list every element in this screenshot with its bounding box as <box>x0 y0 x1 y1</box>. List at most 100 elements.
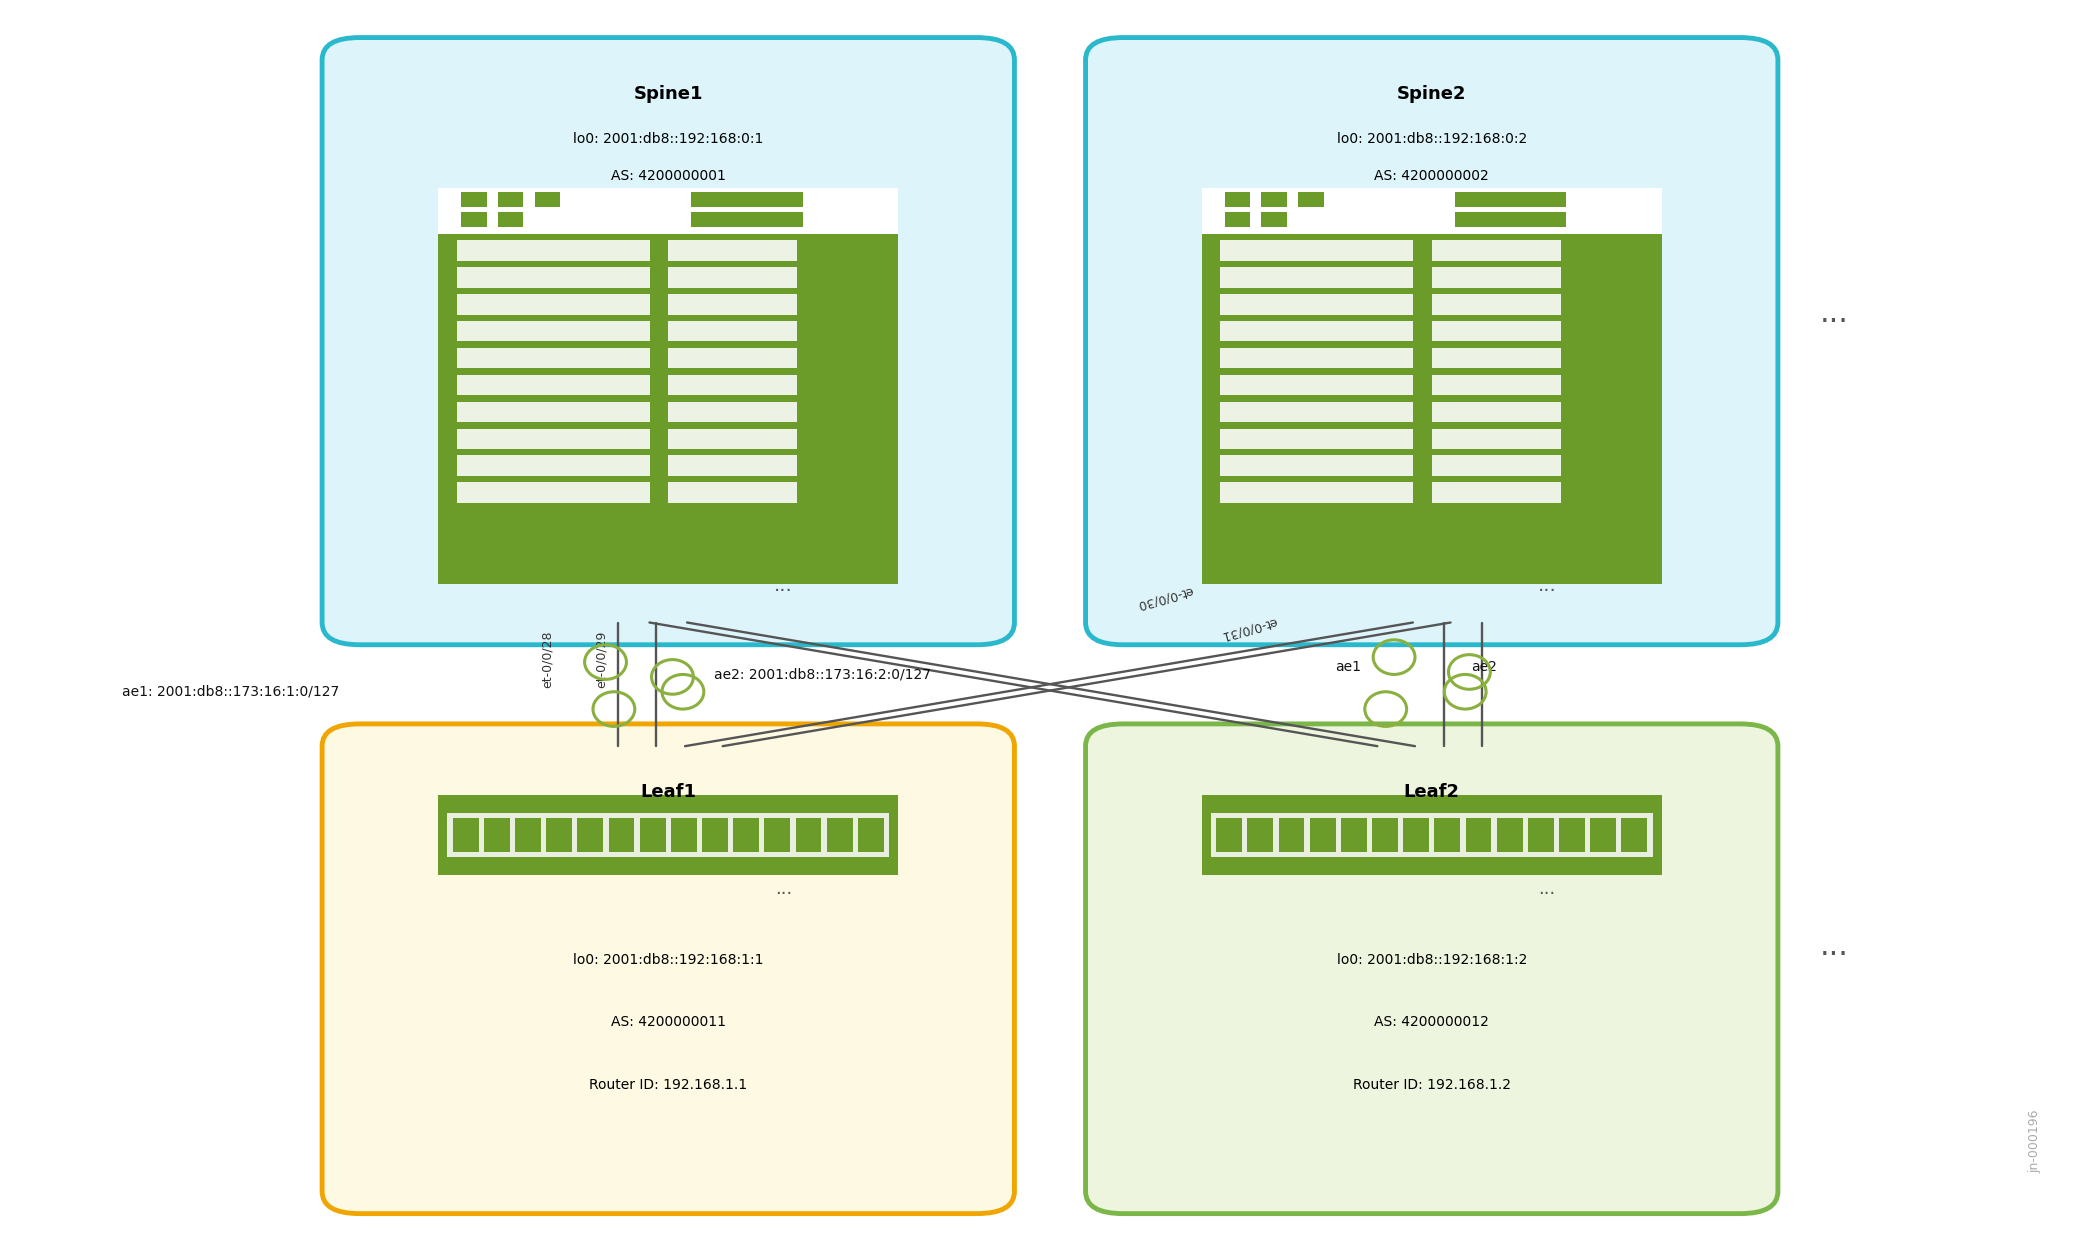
Text: Router ID: 192.168.1.1: Router ID: 192.168.1.1 <box>590 1077 748 1092</box>
Bar <box>462 213 487 227</box>
Bar <box>1342 818 1367 852</box>
Bar <box>1212 813 1653 858</box>
Text: ae2: 2001:db8::173:16:2:0/127: ae2: 2001:db8::173:16:2:0/127 <box>714 667 930 681</box>
Bar <box>1220 347 1413 369</box>
Bar <box>668 428 798 449</box>
Bar <box>1432 268 1560 288</box>
Bar <box>1432 321 1560 341</box>
Text: et-0/0/31: et-0/0/31 <box>1220 615 1279 642</box>
Bar <box>1558 818 1586 852</box>
Bar <box>1216 818 1241 852</box>
Bar <box>1497 818 1522 852</box>
Text: ae1: 2001:db8::173:16:1:0/127: ae1: 2001:db8::173:16:1:0/127 <box>122 685 338 698</box>
Bar <box>729 192 766 207</box>
Bar <box>456 375 649 395</box>
Bar <box>439 796 899 875</box>
Bar <box>764 192 802 207</box>
Bar <box>1432 347 1560 369</box>
Text: AS: 4200000002: AS: 4200000002 <box>1373 168 1489 183</box>
Bar <box>498 192 523 207</box>
Bar <box>1262 192 1287 207</box>
Bar <box>1247 818 1273 852</box>
Bar <box>578 818 603 852</box>
Text: ...: ... <box>775 576 792 595</box>
Bar <box>1220 240 1413 260</box>
Text: lo0: 2001:db8::192:168:1:2: lo0: 2001:db8::192:168:1:2 <box>1336 952 1527 967</box>
Bar <box>439 188 899 584</box>
Bar <box>536 192 561 207</box>
Text: jn-000196: jn-000196 <box>2029 1109 2041 1173</box>
Text: Router ID: 192.168.1.2: Router ID: 192.168.1.2 <box>1352 1077 1510 1092</box>
FancyBboxPatch shape <box>1086 37 1779 645</box>
Text: ...: ... <box>1537 880 1556 898</box>
Text: ae1: ae1 <box>1336 660 1361 675</box>
Bar <box>668 456 798 476</box>
Bar <box>483 818 510 852</box>
Bar <box>1220 428 1413 449</box>
Bar <box>701 818 729 852</box>
Bar <box>733 818 758 852</box>
Bar <box>1432 375 1560 395</box>
Text: ...: ... <box>1821 299 1848 327</box>
Bar <box>827 818 853 852</box>
Bar <box>668 375 798 395</box>
Bar <box>1455 192 1493 207</box>
Text: AS: 4200000001: AS: 4200000001 <box>611 168 727 183</box>
Text: lo0: 2001:db8::192:168:0:2: lo0: 2001:db8::192:168:0:2 <box>1336 132 1527 146</box>
Bar <box>546 818 571 852</box>
Bar <box>1279 818 1304 852</box>
Bar <box>1432 240 1560 260</box>
Bar <box>1432 456 1560 476</box>
Bar <box>1491 192 1529 207</box>
Bar <box>691 213 729 227</box>
Bar <box>796 818 821 852</box>
Text: lo0: 2001:db8::192:168:1:1: lo0: 2001:db8::192:168:1:1 <box>573 952 764 967</box>
Bar <box>1201 796 1661 875</box>
Bar <box>1455 213 1493 227</box>
Bar <box>1403 818 1430 852</box>
Bar <box>1432 402 1560 422</box>
Text: Spine1: Spine1 <box>634 85 704 102</box>
Bar <box>729 213 766 227</box>
Bar <box>1529 818 1554 852</box>
Bar <box>668 268 798 288</box>
Bar <box>1432 294 1560 315</box>
Text: ...: ... <box>1537 576 1556 595</box>
Bar <box>640 818 666 852</box>
Bar <box>668 294 798 315</box>
FancyBboxPatch shape <box>321 37 1014 645</box>
Bar <box>668 321 798 341</box>
Bar <box>1224 192 1250 207</box>
Bar <box>1529 213 1567 227</box>
Bar <box>1298 192 1323 207</box>
Text: Leaf1: Leaf1 <box>640 783 697 802</box>
Bar <box>1220 402 1413 422</box>
Text: et-0/0/29: et-0/0/29 <box>594 631 607 688</box>
Bar <box>609 818 634 852</box>
Bar <box>668 347 798 369</box>
Text: lo0: 2001:db8::192:168:0:1: lo0: 2001:db8::192:168:0:1 <box>573 132 764 146</box>
Text: Spine2: Spine2 <box>1396 85 1466 102</box>
Bar <box>456 347 649 369</box>
Bar <box>456 240 649 260</box>
Bar <box>859 818 884 852</box>
Bar <box>670 818 697 852</box>
Bar <box>668 482 798 503</box>
Text: et-0/0/30: et-0/0/30 <box>1136 584 1195 611</box>
Bar <box>764 818 790 852</box>
Bar <box>456 456 649 476</box>
Bar <box>456 268 649 288</box>
Bar <box>1220 321 1413 341</box>
Bar <box>1220 294 1413 315</box>
Bar <box>1220 375 1413 395</box>
Bar <box>462 192 487 207</box>
Bar <box>447 813 888 858</box>
Bar <box>456 402 649 422</box>
Bar <box>1434 818 1460 852</box>
Bar <box>1220 482 1413 503</box>
Bar <box>456 321 649 341</box>
Bar <box>764 213 802 227</box>
Bar <box>439 188 899 234</box>
Bar <box>1529 192 1567 207</box>
Bar <box>1224 213 1250 227</box>
